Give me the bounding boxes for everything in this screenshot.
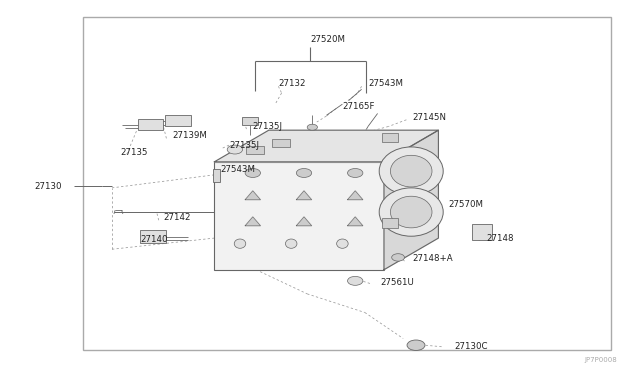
Ellipse shape bbox=[285, 239, 297, 248]
Text: 27543M: 27543M bbox=[368, 79, 403, 88]
Polygon shape bbox=[245, 217, 260, 226]
Circle shape bbox=[348, 169, 363, 177]
Circle shape bbox=[227, 145, 243, 154]
Text: 27130: 27130 bbox=[35, 182, 61, 190]
Polygon shape bbox=[384, 130, 438, 270]
Text: 27148: 27148 bbox=[486, 234, 514, 243]
Polygon shape bbox=[348, 191, 363, 200]
Bar bbox=[272, 139, 290, 147]
Bar bbox=[213, 169, 220, 182]
Ellipse shape bbox=[337, 239, 348, 248]
Circle shape bbox=[307, 124, 317, 130]
Bar bbox=[138, 119, 163, 130]
Bar bbox=[381, 133, 398, 142]
Circle shape bbox=[407, 340, 425, 350]
Bar bbox=[246, 146, 264, 154]
Polygon shape bbox=[214, 130, 438, 162]
Ellipse shape bbox=[380, 188, 444, 236]
Text: 27561U: 27561U bbox=[381, 278, 415, 287]
Ellipse shape bbox=[390, 196, 432, 228]
Polygon shape bbox=[348, 217, 363, 226]
Text: 27140: 27140 bbox=[141, 235, 168, 244]
Text: 27145N: 27145N bbox=[413, 113, 447, 122]
Bar bbox=[83, 17, 611, 350]
Bar bbox=[381, 218, 398, 228]
Text: 27520M: 27520M bbox=[310, 35, 346, 44]
Bar bbox=[140, 230, 166, 243]
Text: 27130C: 27130C bbox=[454, 342, 488, 351]
Text: 27165F: 27165F bbox=[342, 102, 375, 110]
Circle shape bbox=[296, 169, 312, 177]
Bar bbox=[242, 117, 258, 125]
Polygon shape bbox=[296, 191, 312, 200]
Circle shape bbox=[392, 254, 404, 261]
Polygon shape bbox=[245, 191, 260, 200]
Ellipse shape bbox=[390, 155, 432, 187]
Text: 27135J: 27135J bbox=[229, 141, 259, 150]
Text: 27132: 27132 bbox=[278, 79, 306, 88]
Text: 27570M: 27570M bbox=[448, 200, 483, 209]
Text: 27148+A: 27148+A bbox=[413, 254, 453, 263]
Bar bbox=[214, 162, 384, 270]
Ellipse shape bbox=[380, 147, 444, 195]
Text: 27135J: 27135J bbox=[253, 122, 283, 131]
Bar bbox=[165, 115, 191, 126]
Text: JP7P0008: JP7P0008 bbox=[585, 357, 618, 363]
Text: 27142: 27142 bbox=[163, 213, 191, 222]
Text: 27135: 27135 bbox=[120, 148, 148, 157]
Text: 27543M: 27543M bbox=[221, 165, 256, 174]
Polygon shape bbox=[296, 217, 312, 226]
Circle shape bbox=[245, 169, 260, 177]
Ellipse shape bbox=[234, 239, 246, 248]
Text: 27139M: 27139M bbox=[173, 131, 207, 140]
Bar bbox=[472, 224, 492, 240]
Circle shape bbox=[348, 276, 363, 285]
